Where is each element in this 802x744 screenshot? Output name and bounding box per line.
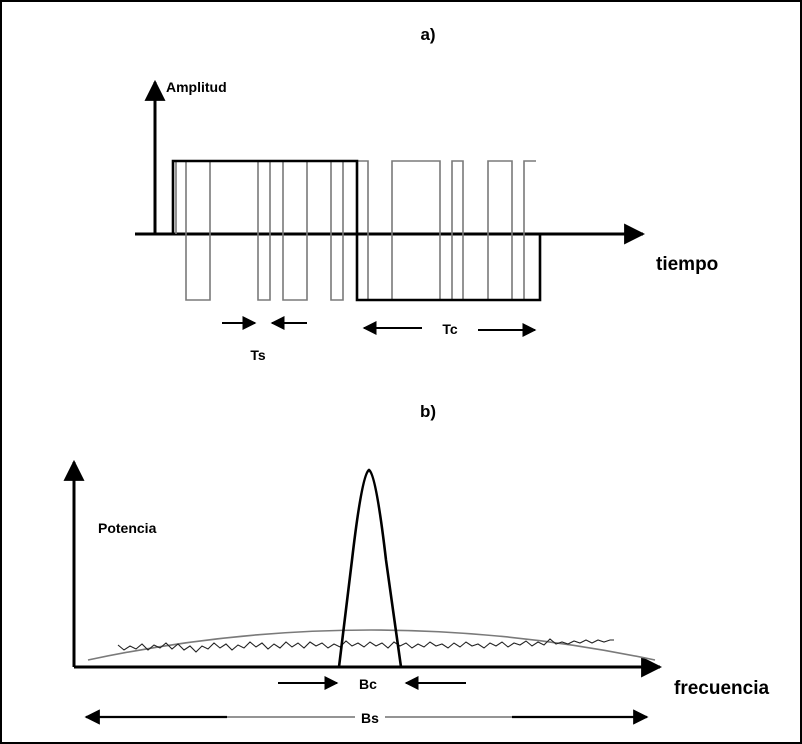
panel-a-label: a) <box>420 25 435 44</box>
data-signal-waveform <box>171 159 542 302</box>
noisy-spectrum-trace <box>117 638 614 653</box>
time-axis-label: tiempo <box>656 254 718 275</box>
panel-b-label: b) <box>420 402 436 421</box>
amplitude-axis-label: Amplitud <box>166 79 227 95</box>
narrow-band-label: Bc <box>359 676 377 692</box>
symbol-period-label: Ts <box>250 347 266 363</box>
spread-band-label: Bs <box>361 710 379 726</box>
panel-b: b) Potencia frecuencia Bc Bs <box>63 402 769 726</box>
chip-period-label: Tc <box>442 321 458 337</box>
power-axis-label: Potencia <box>98 520 157 536</box>
frequency-axis-label: frecuencia <box>674 678 769 699</box>
narrowband-spectrum <box>337 468 403 668</box>
panel-a: a) Amplitud tiempo Ts Tc <box>135 25 718 363</box>
spread-spectrum-envelope <box>87 629 656 661</box>
